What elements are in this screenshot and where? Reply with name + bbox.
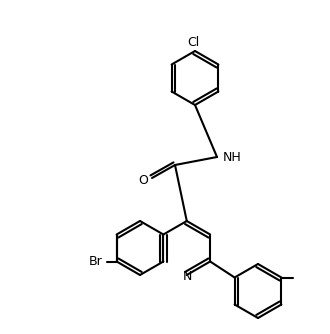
Text: NH: NH xyxy=(223,151,242,164)
Text: Br: Br xyxy=(89,255,103,268)
Text: O: O xyxy=(138,173,148,186)
Text: N: N xyxy=(183,270,192,283)
Text: Cl: Cl xyxy=(187,35,199,48)
